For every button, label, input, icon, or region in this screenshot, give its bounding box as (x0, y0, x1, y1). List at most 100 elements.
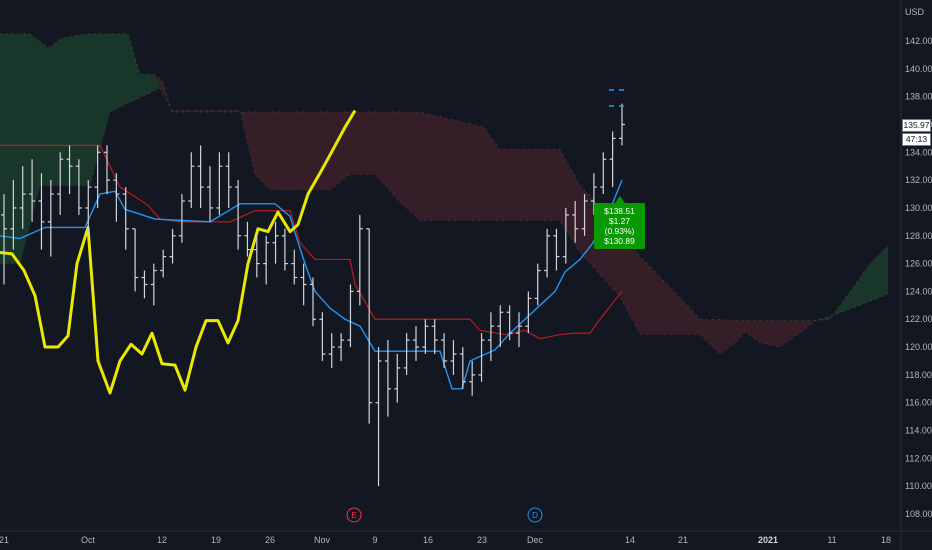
ohlc-bar (57, 152, 64, 215)
senkou-span-b (0, 87, 889, 355)
chikou-span (0, 109, 357, 395)
ohlc-bar (272, 221, 279, 264)
ohlc-bar (319, 312, 326, 361)
price-axis[interactable]: 142.00140.00138.00136.00134.00132.00130.… (905, 36, 932, 519)
tooltip-line-3: $130.89 (604, 236, 635, 246)
y-tick-label: 128.00 (905, 231, 932, 241)
ohlc-bar (75, 159, 82, 215)
price-tooltip: $138.51 $1.27 (0.93%) $130.89 (594, 196, 645, 249)
ohlc-bar (66, 145, 73, 195)
x-tick-label: 12 (157, 535, 167, 545)
ichimoku-lines (0, 109, 623, 395)
ohlc-bar (300, 263, 307, 306)
y-tick-label: 110.00 (905, 481, 932, 491)
x-tick-label: 14 (625, 535, 635, 545)
ohlc-bar (216, 152, 223, 215)
ohlc-bar (413, 326, 419, 361)
ohlc-bar (544, 228, 551, 278)
cloud-bullish (815, 245, 888, 321)
event-marker-label: E (351, 511, 356, 520)
y-tick-label: 132.00 (905, 175, 932, 185)
ohlc-bar (328, 333, 335, 368)
ohlc-bar (29, 159, 36, 222)
time-axis[interactable]: 21 Oct 12 19 26 Nov 9 16 23 Dec 14 21 2021 11 18 (0, 535, 891, 545)
ohlc-bar (291, 249, 298, 285)
x-tick-label: 23 (477, 535, 487, 545)
ohlc-bar (122, 187, 129, 250)
ohlc-bar (244, 221, 251, 257)
ohlc-bar (581, 194, 588, 236)
ohlc-bar (619, 103, 625, 146)
ohlc-bar (94, 145, 101, 208)
ohlc-bar (310, 277, 316, 327)
ohlc-bar (497, 305, 504, 348)
ohlc-bar (534, 263, 541, 306)
y-tick-label: 116.00 (905, 398, 932, 408)
ohlc-bar (431, 319, 438, 355)
y-tick-label: 114.00 (905, 426, 932, 436)
ohlc-bar (19, 166, 26, 229)
cloud-bearish (155, 74, 815, 355)
ohlc-bar (441, 333, 448, 368)
ohlc-bar (600, 152, 607, 195)
ohlc-bar (347, 284, 354, 348)
x-tick-label: 26 (265, 535, 275, 545)
ohlc-bar (150, 263, 157, 306)
ohlc-bar (553, 228, 560, 271)
y-tick-label: 108.00 (905, 509, 932, 519)
y-tick-label: 124.00 (905, 286, 932, 296)
x-tick-label: 19 (211, 535, 221, 545)
ohlc-bar (562, 207, 569, 264)
ohlc-bar (253, 235, 260, 278)
ohlc-bar (169, 228, 176, 264)
ohlc-bar (375, 347, 382, 487)
x-tick-label: 11 (827, 535, 836, 545)
ohlc-bar (384, 340, 391, 417)
ohlc-bar (235, 180, 242, 250)
ohlc-bar (403, 333, 410, 375)
currency-label: USD (905, 7, 925, 17)
y-tick-label: 138.00 (905, 92, 932, 102)
current-price-tag: 135.97 (902, 119, 931, 132)
y-tick-label: 122.00 (905, 314, 932, 324)
ohlc-bar (516, 312, 522, 348)
x-tick-label: Nov (314, 535, 331, 545)
ohlc-bar (263, 235, 270, 285)
tooltip-line-1: $138.51 (604, 206, 635, 216)
ohlc-bar (47, 180, 54, 257)
x-tick-label: 21 (678, 535, 688, 545)
x-tick-label: Oct (81, 535, 96, 545)
ohlc-bar (104, 145, 110, 195)
ohlc-bar (1, 194, 7, 285)
ohlc-bar (572, 200, 579, 243)
y-tick-label: 118.00 (905, 370, 932, 380)
ohlc-bar (487, 312, 494, 361)
x-tick-label: Dec (527, 535, 544, 545)
ohlc-bar (225, 152, 232, 208)
x-tick-label: 21 (0, 535, 9, 545)
y-tick-label: 142.00 (905, 36, 932, 46)
tooltip-line-2: $1.27 (0.93%) (604, 216, 635, 236)
cloud-bullish (0, 34, 160, 264)
y-tick-label: 134.00 (905, 147, 932, 157)
bar-countdown-tag: 47:13 (902, 133, 931, 146)
x-tick-label: 18 (881, 535, 891, 545)
ohlc-bar (160, 249, 167, 278)
ohlc-bar (85, 180, 92, 236)
tenkan-sen (0, 179, 623, 390)
ohlc-bar (188, 152, 195, 208)
ohlc-bar (459, 347, 466, 389)
event-marker[interactable]: E (346, 507, 362, 523)
ohlc-bar (197, 145, 204, 208)
x-tick-label: 16 (423, 535, 433, 545)
price-bars (1, 89, 627, 487)
ohlc-bar (469, 360, 476, 396)
ohlc-bar (10, 180, 17, 250)
y-tick-label: 140.00 (905, 64, 932, 74)
ohlc-bar (525, 291, 532, 334)
y-tick-label: 126.00 (905, 259, 932, 269)
event-marker[interactable]: D (527, 507, 543, 523)
y-tick-label: 130.00 (905, 203, 932, 213)
